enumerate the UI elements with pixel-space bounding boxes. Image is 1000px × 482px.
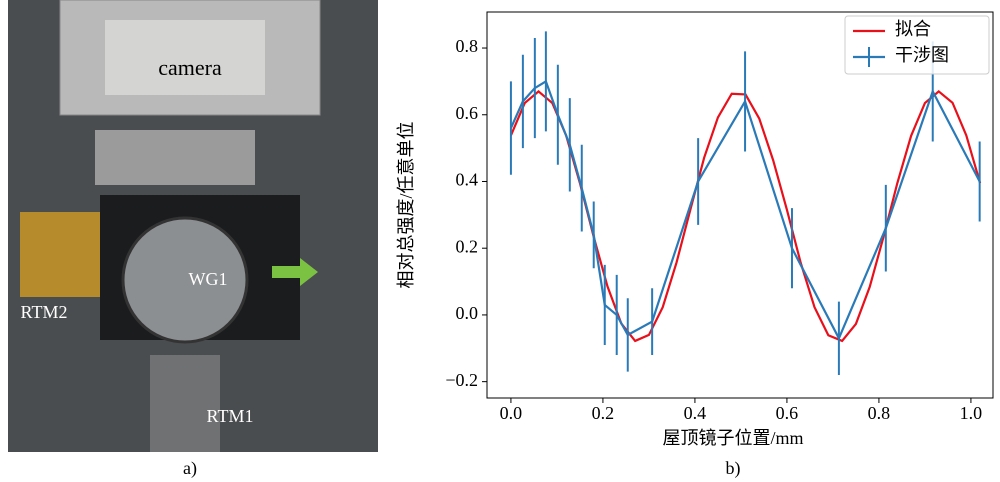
y-tick-label: −0.2: [445, 370, 478, 390]
y-tick-label: 0.4: [456, 170, 479, 190]
caption: b): [726, 458, 741, 479]
y-tick-label: 0.8: [456, 36, 479, 56]
plot-frame: [486, 11, 994, 399]
wg1-lens: [121, 216, 249, 344]
mount: [95, 130, 255, 185]
x-tick-label: 0.8: [868, 403, 891, 423]
y-tick-label: 0.2: [456, 236, 479, 256]
rtm1-mount: [150, 355, 220, 452]
y-tick-label: 0.0: [456, 303, 479, 323]
photo-label: RTM2: [21, 302, 68, 322]
legend-label: 干涉图: [895, 45, 949, 65]
arrow: [272, 258, 318, 286]
camera-panel: [105, 20, 265, 95]
photo-label: camera: [158, 55, 222, 80]
x-axis-label: 屋顶镜子位置/mm: [662, 428, 803, 448]
y-axis-label: 相对总强度/任意单位: [396, 121, 416, 288]
x-tick-label: 0.2: [592, 403, 615, 423]
photo-label: WG1: [189, 269, 228, 289]
legend-label: 拟合: [895, 19, 931, 39]
x-tick-label: 0.0: [500, 403, 523, 423]
photo-label: RTM1: [207, 406, 254, 426]
x-tick-label: 1.0: [960, 403, 983, 423]
caption: a): [183, 458, 197, 479]
photo: camera WG1 RTM2 RTM1: [8, 0, 378, 452]
rtm2-mount: [20, 212, 100, 297]
y-tick-label: 0.6: [456, 103, 479, 123]
x-tick-label: 0.4: [684, 403, 707, 423]
x-tick-label: 0.6: [776, 403, 799, 423]
